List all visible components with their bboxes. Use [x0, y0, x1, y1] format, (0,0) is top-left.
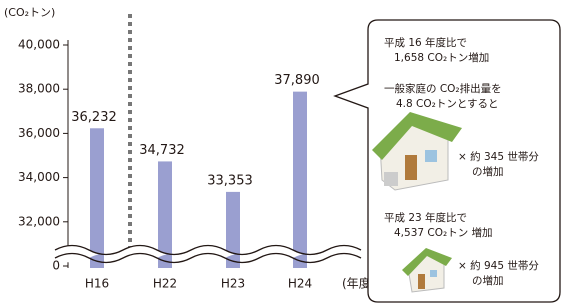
- y-tick-label: 40,000: [18, 38, 60, 52]
- annotation: の増加: [472, 274, 504, 287]
- x-tick-label: H23: [221, 277, 245, 291]
- plot: 0 32,000 34,000 36,000 38,000 40,000 36,232 34,…: [18, 38, 320, 273]
- value-label: 37,890: [274, 73, 320, 88]
- annotation: × 約 945 世帯分: [458, 259, 539, 272]
- annotation: 平成 16 年度比で: [384, 36, 467, 49]
- annotation: の増加: [472, 165, 504, 178]
- y-tick-label: 34,000: [18, 170, 60, 184]
- value-label: 36,232: [71, 110, 117, 125]
- chart: (CO₂トン) (年度) 032,00034,00036,00038,00040…: [0, 0, 563, 304]
- x-tick-label: H16: [85, 277, 109, 291]
- bar: [90, 128, 104, 268]
- annotation: 4.8 CO₂トンとすると: [396, 98, 499, 110]
- value-label: 33,353: [207, 173, 253, 188]
- y-tick-label: 32,000: [18, 214, 60, 228]
- page: {"chart_data": {"type": "bar", "y_unit":…: [0, 0, 563, 304]
- annotation: 一般家庭の CO₂排出量を: [384, 82, 502, 95]
- annotation: 4,537 CO₂トン 増加: [394, 226, 493, 239]
- annotation: 1,658 CO₂トン増加: [394, 51, 489, 64]
- y-tick-label: 36,000: [18, 126, 60, 140]
- y-tick-label: 38,000: [18, 82, 60, 96]
- y-unit: (CO₂トン): [4, 6, 55, 19]
- bar: [226, 192, 240, 268]
- annotation: × 約 345 世帯分: [458, 150, 539, 163]
- annotation: 平成 23 年度比で: [384, 211, 467, 224]
- y-tick-label: 0: [52, 259, 60, 273]
- x-tick-label: H24: [288, 277, 312, 291]
- value-label: 34,732: [139, 143, 185, 158]
- bar: [293, 92, 307, 268]
- x-tick-label: H22: [153, 277, 177, 291]
